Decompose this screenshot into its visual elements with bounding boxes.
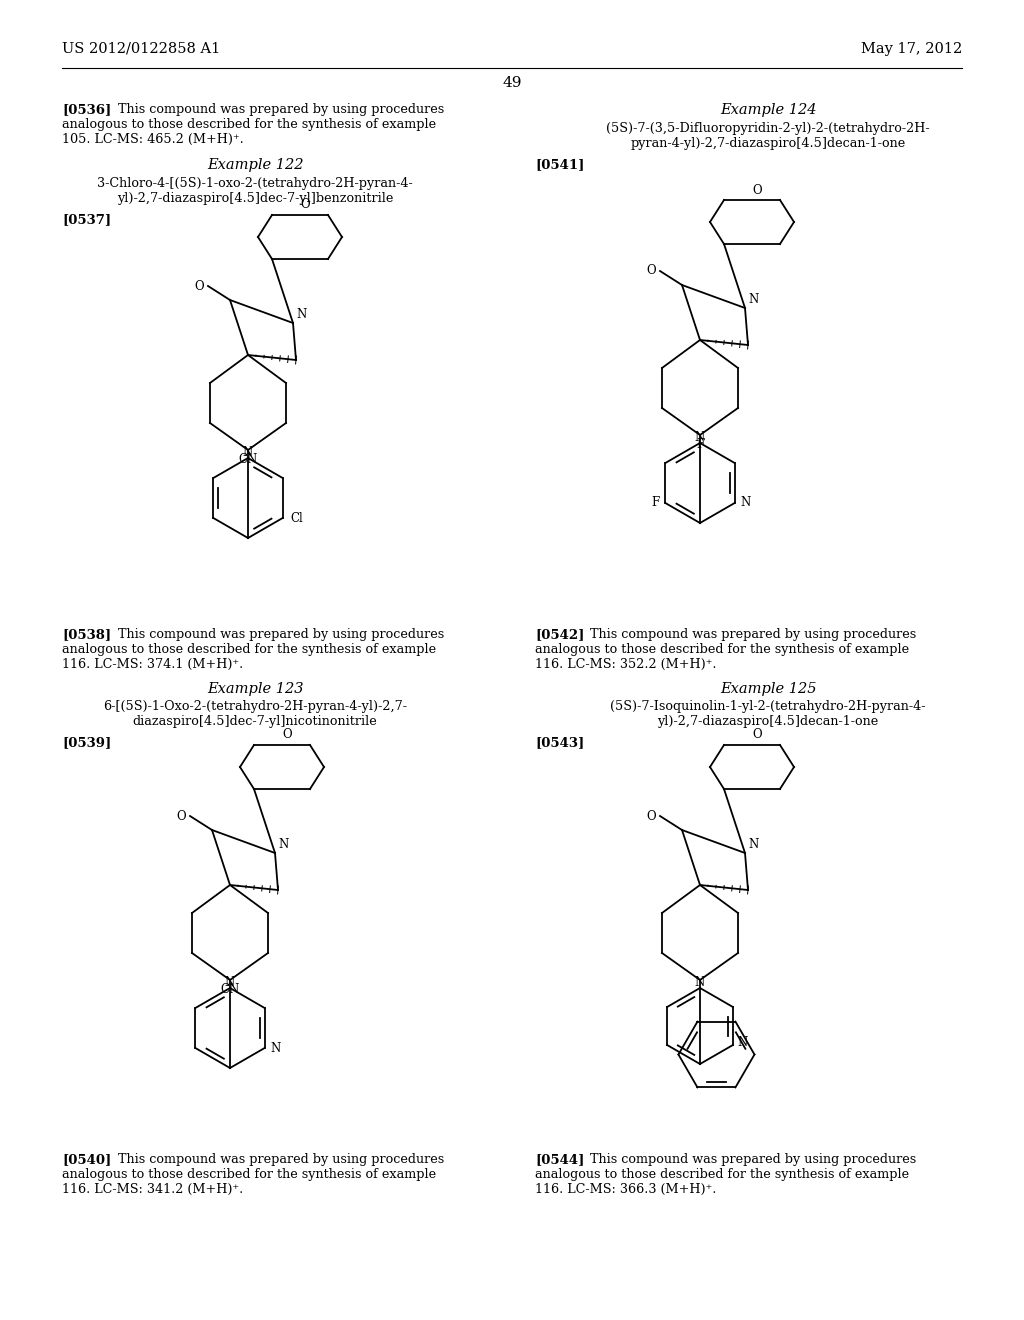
Text: analogous to those described for the synthesis of example: analogous to those described for the syn… (62, 117, 436, 131)
Text: N: N (740, 496, 751, 510)
Text: N: N (225, 975, 236, 989)
Text: 116. LC-MS: 366.3 (M+H)⁺.: 116. LC-MS: 366.3 (M+H)⁺. (535, 1183, 717, 1196)
Text: O: O (300, 198, 310, 211)
Text: Example 122: Example 122 (207, 158, 303, 172)
Text: analogous to those described for the synthesis of example: analogous to those described for the syn… (62, 1168, 436, 1181)
Text: yl)-2,7-diazaspiro[4.5]dec-7-yl]benzonitrile: yl)-2,7-diazaspiro[4.5]dec-7-yl]benzonit… (117, 191, 393, 205)
Text: Example 124: Example 124 (720, 103, 816, 117)
Text: [0539]: [0539] (62, 737, 112, 748)
Text: 116. LC-MS: 341.2 (M+H)⁺.: 116. LC-MS: 341.2 (M+H)⁺. (62, 1183, 244, 1196)
Text: This compound was prepared by using procedures: This compound was prepared by using proc… (118, 628, 444, 642)
Text: N: N (695, 975, 706, 989)
Text: Example 125: Example 125 (720, 682, 816, 696)
Text: [0537]: [0537] (62, 213, 112, 226)
Text: analogous to those described for the synthesis of example: analogous to those described for the syn… (62, 643, 436, 656)
Text: Example 123: Example 123 (207, 682, 303, 696)
Text: 3-Chloro-4-[(5S)-1-oxo-2-(tetrahydro-2H-pyran-4-: 3-Chloro-4-[(5S)-1-oxo-2-(tetrahydro-2H-… (97, 177, 413, 190)
Text: pyran-4-yl)-2,7-diazaspiro[4.5]decan-1-one: pyran-4-yl)-2,7-diazaspiro[4.5]decan-1-o… (631, 137, 905, 150)
Text: [0538]: [0538] (62, 628, 112, 642)
Text: 116. LC-MS: 374.1 (M+H)⁺.: 116. LC-MS: 374.1 (M+H)⁺. (62, 657, 244, 671)
Text: O: O (283, 729, 292, 742)
Text: O: O (176, 809, 186, 822)
Text: analogous to those described for the synthesis of example: analogous to those described for the syn… (535, 643, 909, 656)
Text: O: O (753, 183, 762, 197)
Text: N: N (737, 1036, 748, 1049)
Text: [0541]: [0541] (535, 158, 585, 172)
Text: N: N (695, 432, 706, 444)
Text: [0543]: [0543] (535, 737, 585, 748)
Text: yl)-2,7-diazaspiro[4.5]decan-1-one: yl)-2,7-diazaspiro[4.5]decan-1-one (657, 715, 879, 729)
Text: analogous to those described for the synthesis of example: analogous to those described for the syn… (535, 1168, 909, 1181)
Text: Cl: Cl (291, 511, 303, 524)
Text: [0544]: [0544] (535, 1152, 585, 1166)
Text: [0540]: [0540] (62, 1152, 112, 1166)
Text: (5S)-7-Isoquinolin-1-yl-2-(tetrahydro-2H-pyran-4-: (5S)-7-Isoquinolin-1-yl-2-(tetrahydro-2H… (610, 700, 926, 713)
Text: CN: CN (239, 453, 258, 466)
Text: F: F (696, 438, 705, 451)
Text: US 2012/0122858 A1: US 2012/0122858 A1 (62, 42, 220, 55)
Text: CN: CN (220, 983, 240, 997)
Text: N: N (748, 838, 758, 851)
Text: May 17, 2012: May 17, 2012 (861, 42, 962, 55)
Text: This compound was prepared by using procedures: This compound was prepared by using proc… (590, 1152, 916, 1166)
Text: [0536]: [0536] (62, 103, 112, 116)
Text: This compound was prepared by using procedures: This compound was prepared by using proc… (590, 628, 916, 642)
Text: 6-[(5S)-1-Oxo-2-(tetrahydro-2H-pyran-4-yl)-2,7-: 6-[(5S)-1-Oxo-2-(tetrahydro-2H-pyran-4-y… (103, 700, 407, 713)
Text: 105. LC-MS: 465.2 (M+H)⁺.: 105. LC-MS: 465.2 (M+H)⁺. (62, 133, 244, 147)
Text: N: N (296, 308, 306, 321)
Text: [0542]: [0542] (535, 628, 585, 642)
Text: O: O (646, 809, 656, 822)
Text: This compound was prepared by using procedures: This compound was prepared by using proc… (118, 1152, 444, 1166)
Text: This compound was prepared by using procedures: This compound was prepared by using proc… (118, 103, 444, 116)
Text: O: O (646, 264, 656, 277)
Text: 116. LC-MS: 352.2 (M+H)⁺.: 116. LC-MS: 352.2 (M+H)⁺. (535, 657, 717, 671)
Text: F: F (651, 496, 659, 510)
Text: O: O (195, 280, 204, 293)
Text: N: N (278, 838, 288, 851)
Text: (5S)-7-(3,5-Difluoropyridin-2-yl)-2-(tetrahydro-2H-: (5S)-7-(3,5-Difluoropyridin-2-yl)-2-(tet… (606, 121, 930, 135)
Text: diazaspiro[4.5]dec-7-yl]nicotinonitrile: diazaspiro[4.5]dec-7-yl]nicotinonitrile (133, 715, 378, 729)
Text: N: N (748, 293, 758, 306)
Text: O: O (753, 729, 762, 742)
Text: 49: 49 (502, 77, 522, 90)
Text: N: N (243, 446, 253, 459)
Text: N: N (270, 1041, 281, 1055)
